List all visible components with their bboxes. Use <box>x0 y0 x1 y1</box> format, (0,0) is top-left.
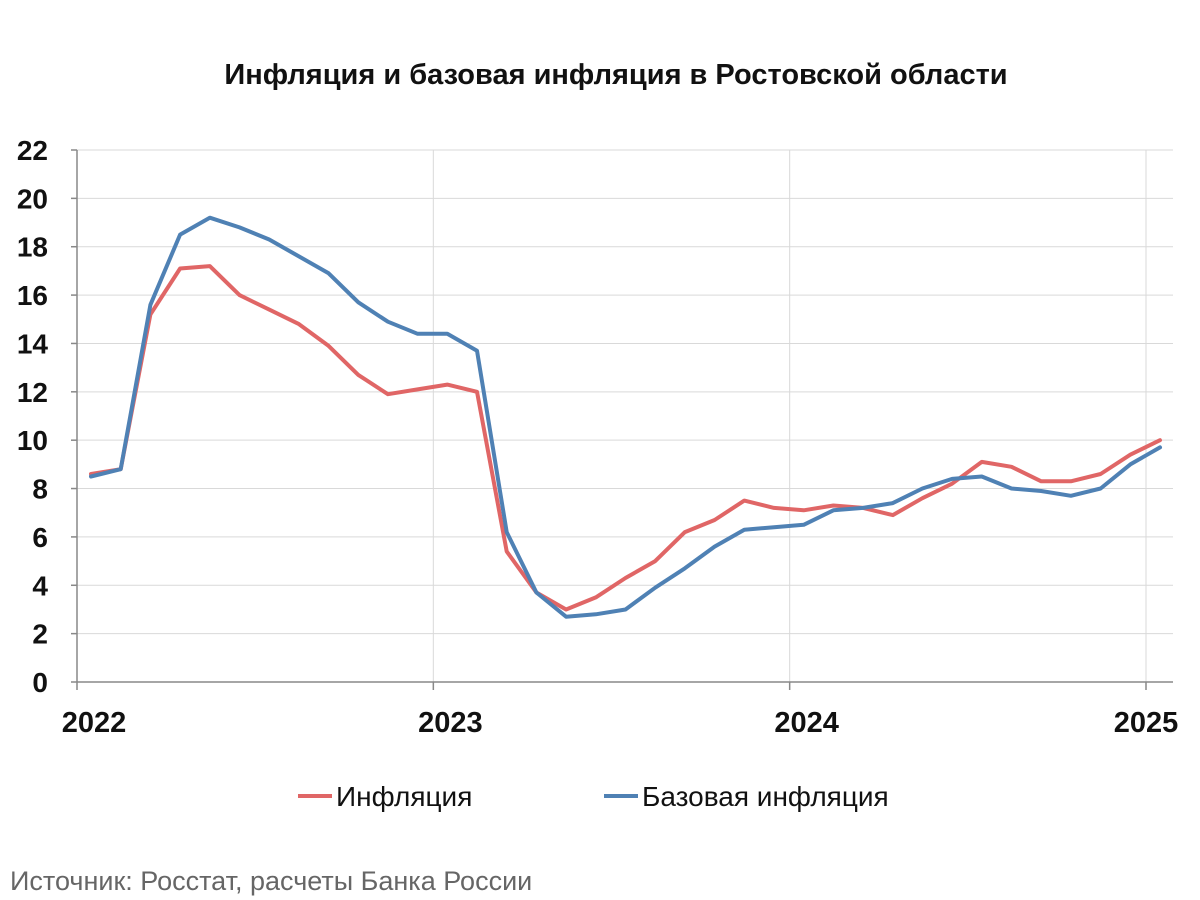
series-group <box>89 215 1162 619</box>
y-tick-label: 22 <box>17 135 48 166</box>
series-line-inflation <box>89 264 1162 612</box>
legend-label-core-inflation: Базовая инфляция <box>642 781 889 812</box>
horizontal-gridlines <box>77 149 1173 635</box>
y-tick-label: 0 <box>32 667 48 698</box>
chart-title: Инфляция и базовая инфляция в Ростовской… <box>224 59 1007 91</box>
y-tick-label: 12 <box>17 377 48 408</box>
x-axis-ticks: 2022 2023 2024 2025 <box>62 682 1179 739</box>
vertical-gridlines <box>432 150 1147 682</box>
y-tick-label: 14 <box>17 328 49 359</box>
y-tick-label: 20 <box>17 183 48 214</box>
source-note: Источник: Росстат, расчеты Банка России <box>10 866 532 896</box>
y-tick-label: 4 <box>32 570 48 601</box>
x-tick-label: 2025 <box>1114 707 1179 739</box>
y-tick-label: 18 <box>17 232 48 263</box>
x-tick-label: 2022 <box>62 707 127 739</box>
y-tick-label: 10 <box>17 425 48 456</box>
y-tick-label: 2 <box>32 619 48 650</box>
y-tick-label: 16 <box>17 280 48 311</box>
y-axis-ticks: 0 2 4 6 8 10 12 14 16 18 20 22 <box>17 135 77 698</box>
x-tick-label: 2023 <box>418 707 483 739</box>
x-tick-label: 2024 <box>774 707 839 739</box>
legend-label-inflation: Инфляция <box>336 781 472 812</box>
y-tick-label: 6 <box>32 522 48 553</box>
y-tick-label: 8 <box>32 474 48 505</box>
series-line-core-inflation <box>89 215 1162 619</box>
legend: Инфляция Базовая инфляция <box>298 781 889 812</box>
